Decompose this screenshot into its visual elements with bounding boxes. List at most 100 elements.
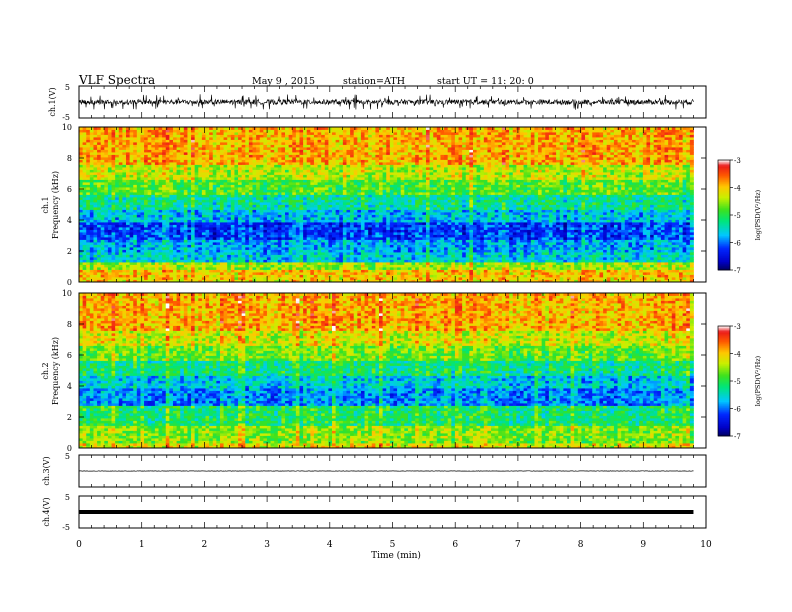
spectrogram-cell [675, 255, 679, 258]
spectrogram-cell [202, 207, 206, 210]
spectrogram-cell [618, 262, 622, 265]
spectrogram-cell [520, 240, 524, 243]
spectrogram-cell [625, 230, 629, 233]
spectrogram-cell [596, 220, 600, 223]
spectrogram-cell [513, 240, 517, 243]
spectrogram-cell [495, 255, 499, 258]
spectrogram-cell [379, 275, 383, 278]
spectrogram-cell [404, 232, 408, 235]
spectrogram-cell [325, 240, 329, 243]
spectrogram-cell [325, 260, 329, 263]
spectrogram-cell [473, 255, 477, 258]
spectrogram-cell [462, 265, 466, 268]
spectrogram-cell [383, 212, 387, 215]
spectrogram-cell [408, 235, 412, 238]
spectrogram-cell [419, 262, 423, 265]
spectrogram-cell [79, 242, 83, 245]
spectrogram-cell [130, 272, 134, 275]
spectrogram-cell [603, 245, 607, 248]
spectrogram-cell [509, 267, 513, 270]
spectrogram-cell [426, 245, 430, 248]
spectrogram-cell [672, 220, 676, 223]
spectrogram-cell [610, 242, 614, 245]
spectrogram-cell [162, 237, 166, 240]
spectrogram-cell [491, 217, 495, 220]
spectrogram-cell [668, 262, 672, 265]
spectrogram-cell [404, 275, 408, 278]
spectrogram-cell [234, 257, 238, 260]
spectrogram-cell [592, 242, 596, 245]
spectrogram-cell [209, 270, 213, 273]
spectrogram-cell [614, 215, 618, 218]
spectrogram-cell [361, 210, 365, 213]
spectrogram-cell [263, 275, 267, 278]
spectrogram-cell [86, 230, 90, 233]
spectrogram-cell [350, 217, 354, 220]
spectrogram-cell [115, 220, 119, 223]
spectrogram-cell [249, 247, 253, 250]
spectrogram-cell [274, 272, 278, 275]
spectrogram-cell [386, 245, 390, 248]
spectrogram-cell [209, 225, 213, 228]
spectrogram-cell [618, 255, 622, 258]
spectrogram-cell [83, 212, 87, 215]
spectrogram-cell [336, 260, 340, 263]
spectrogram-cell [198, 242, 202, 245]
spectrogram-cell [310, 232, 314, 235]
spectrogram-cell [169, 242, 173, 245]
spectrogram-cell [187, 232, 191, 235]
spectrogram-cell [444, 215, 448, 218]
spectrogram-cell [440, 222, 444, 225]
spectrogram-cell [462, 235, 466, 238]
spectrogram-cell [198, 250, 202, 253]
spectrogram-cell [343, 272, 347, 275]
spectrogram-cell [440, 275, 444, 278]
spectrogram-cell [665, 275, 669, 278]
spectrogram-cell [281, 260, 285, 263]
spectrogram-cell [332, 260, 336, 263]
spectrogram-cell [491, 227, 495, 230]
spectrogram-cell [440, 240, 444, 243]
spectrogram-cell [162, 225, 166, 228]
spectrogram-cell [104, 242, 108, 245]
spectrogram-cell [231, 250, 235, 253]
spectrogram-cell [636, 272, 640, 275]
spectrogram-cell [310, 255, 314, 258]
spectrogram-cell [422, 217, 426, 220]
spectrogram-cell [224, 257, 228, 260]
spectrogram-cell [502, 230, 506, 233]
spectrogram-cell [574, 250, 578, 253]
spectrogram-cell [668, 275, 672, 278]
spectrogram-cell [368, 277, 372, 280]
spectrogram-cell [130, 270, 134, 273]
spectrogram-cell [567, 255, 571, 258]
spectrogram-cell [375, 247, 379, 250]
spectrogram-cell [556, 257, 560, 260]
spectrogram-cell [534, 277, 538, 280]
spectrogram-cell [556, 277, 560, 280]
spectrogram-cell [234, 215, 238, 218]
spectrogram-cell [119, 230, 123, 233]
spectrogram-cell [177, 242, 181, 245]
spectrogram-cell [556, 242, 560, 245]
spectrogram-cell [509, 250, 513, 253]
spectrogram-cell [628, 272, 632, 275]
spectrogram-cell [549, 265, 553, 268]
spectrogram-cell [310, 210, 314, 213]
spectrogram-cell [679, 217, 683, 220]
spectrogram-cell [419, 227, 423, 230]
spectrogram-cell [603, 242, 607, 245]
spectrogram-cell [140, 215, 144, 218]
spectrogram-cell [393, 235, 397, 238]
spectrogram-cell [187, 247, 191, 250]
spectrogram-cell [216, 252, 220, 255]
spectrogram-cell [455, 252, 459, 255]
spectrogram-cell [299, 245, 303, 248]
spectrogram-cell [285, 215, 289, 218]
spectrogram-cell [318, 240, 322, 243]
spectrogram-cell [343, 245, 347, 248]
spectrogram-cell [477, 247, 481, 250]
spectrogram-cell [506, 247, 510, 250]
spectrogram-cell [520, 235, 524, 238]
spectrogram-cell [534, 245, 538, 248]
